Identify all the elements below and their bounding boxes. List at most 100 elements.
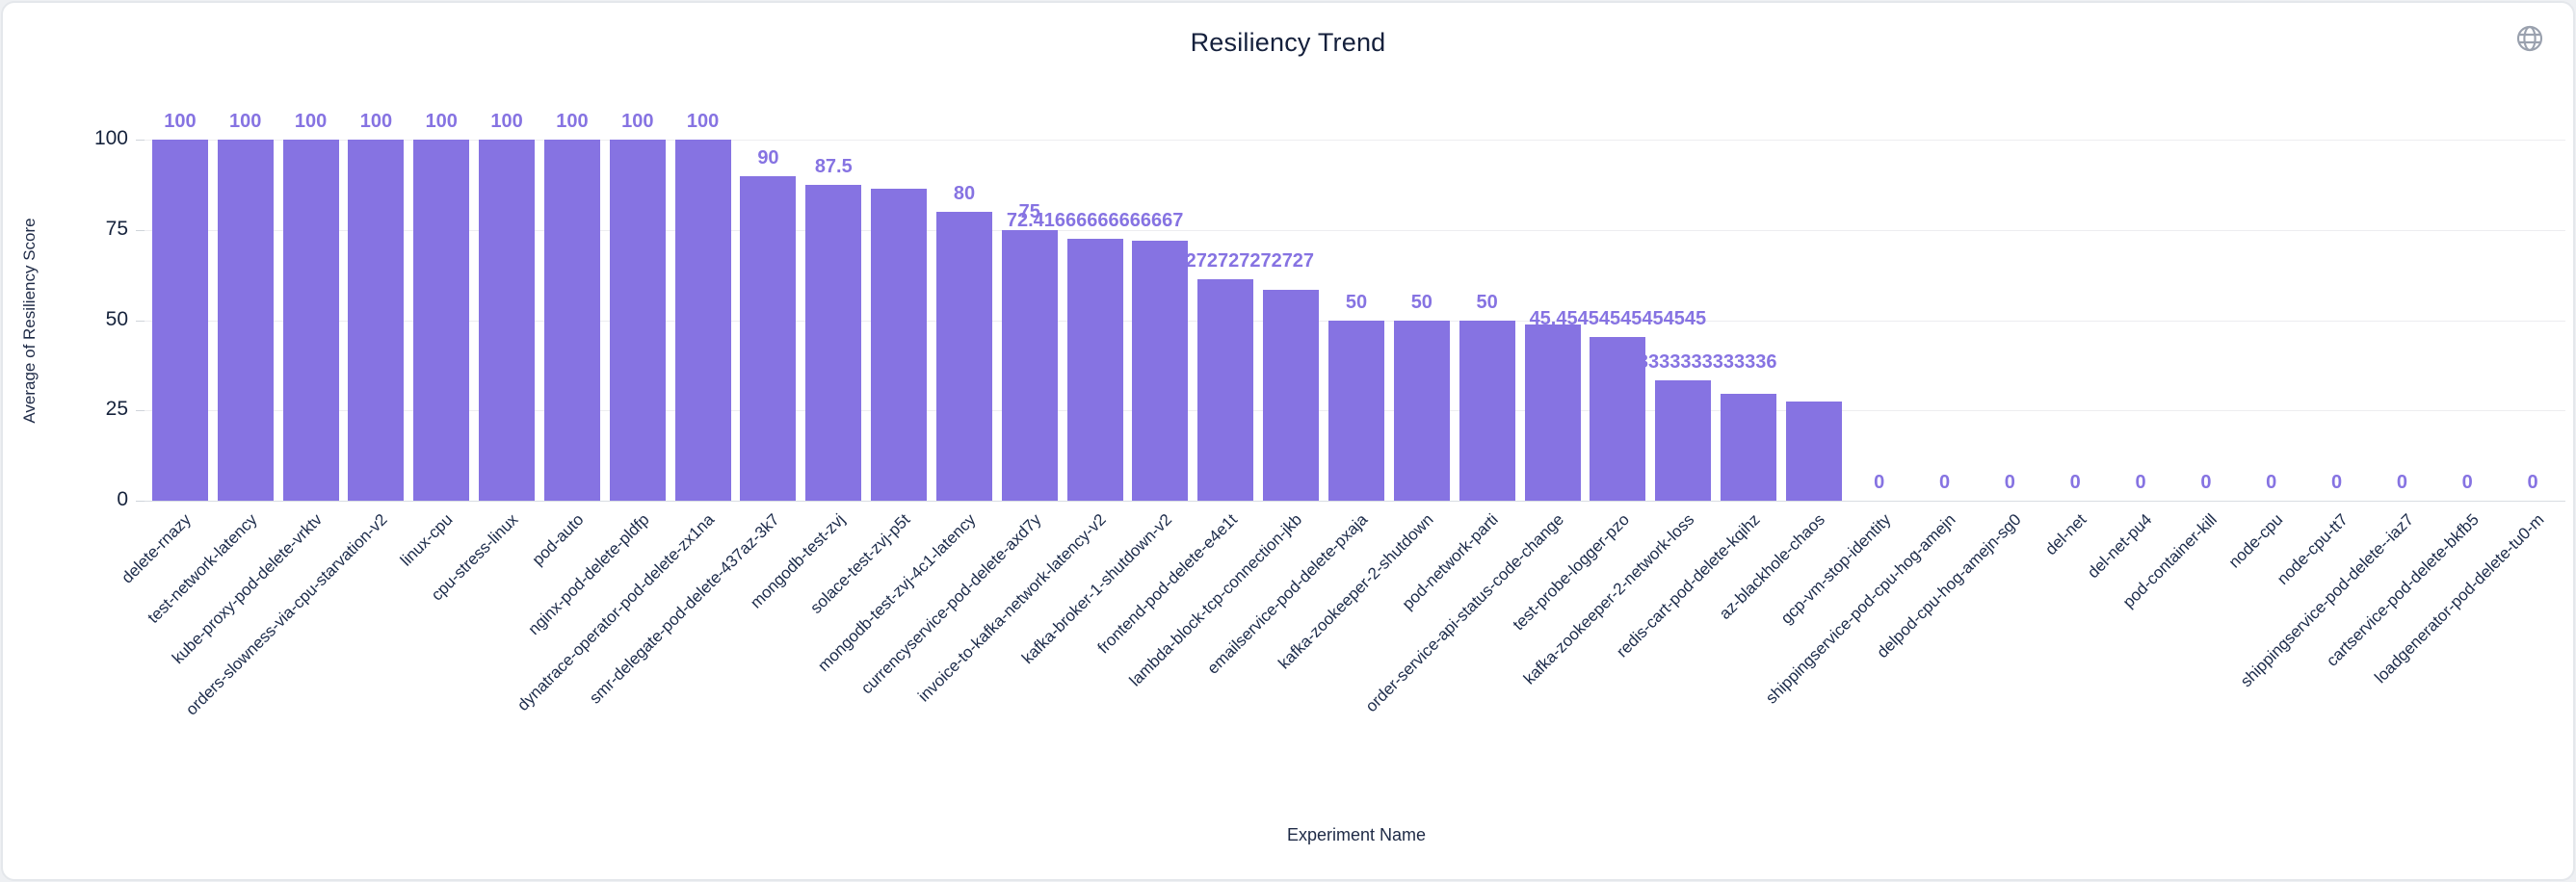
bar-value-label: 87.5	[814, 155, 853, 177]
bar-slot: 100	[670, 111, 736, 501]
bar-slot: 50	[1455, 140, 1520, 501]
bar-slot: 100	[147, 111, 213, 501]
bar-slot: 100	[344, 111, 409, 501]
bar-slot: 45.45454545454545	[1530, 140, 1706, 501]
bar[interactable]	[282, 140, 339, 501]
bar-slot: 0	[1912, 140, 1978, 501]
bar[interactable]	[479, 140, 536, 501]
bar-slot: 0	[2173, 140, 2239, 501]
bar-value-label: 100	[359, 111, 393, 132]
bar-slot: 100	[278, 111, 344, 501]
bar-slot: 0	[2369, 140, 2434, 501]
bar-value-label: 0	[2200, 472, 2212, 493]
bar[interactable]	[1327, 320, 1384, 501]
bar-slot: 50	[1324, 140, 1389, 501]
bar-value-label: 100	[229, 111, 262, 132]
bar-slot: 61.27272727272727	[1138, 140, 1314, 501]
bar[interactable]	[348, 140, 405, 501]
bar[interactable]	[1393, 320, 1450, 501]
bar-value-label: 0	[2396, 472, 2407, 493]
bar-value-label: 100	[490, 111, 523, 132]
bar-slot	[1520, 140, 1586, 501]
bar-value-label: 100	[686, 111, 720, 132]
x-axis-tick-label: pod-auto	[528, 510, 588, 569]
bar[interactable]	[1066, 239, 1123, 501]
bar-slot	[1128, 140, 1194, 501]
gridline	[145, 140, 2565, 141]
bar-slot: 72.41666666666667	[1007, 140, 1183, 501]
bar[interactable]	[1263, 290, 1320, 501]
y-axis-tick	[136, 410, 145, 412]
bar[interactable]	[1459, 320, 1515, 501]
bar[interactable]	[740, 175, 797, 501]
bar[interactable]	[1197, 279, 1254, 501]
bar-slot: 0	[2239, 140, 2304, 501]
bar-slot: 100	[408, 111, 474, 501]
bar-slot	[1258, 140, 1324, 501]
bar[interactable]	[1132, 241, 1189, 501]
bar[interactable]	[935, 212, 992, 501]
bar[interactable]	[871, 188, 928, 501]
bar[interactable]	[543, 140, 600, 501]
y-axis-tick-label: 100	[93, 127, 128, 149]
y-axis-tick	[136, 320, 145, 322]
bar-value-label: 0	[2266, 472, 2277, 493]
bar-value-label: 0	[1874, 472, 1885, 493]
globe-icon[interactable]	[2514, 23, 2545, 54]
y-axis-tick-label: 0	[117, 488, 128, 510]
bar-slot: 100	[605, 111, 670, 501]
y-axis-tick-label: 75	[105, 217, 128, 240]
x-axis-tick-label: linux-cpu	[397, 510, 457, 570]
bar[interactable]	[151, 140, 208, 501]
bar-value-label: 80	[953, 183, 976, 204]
x-axis-tick-label: node-cpu	[2224, 510, 2287, 572]
bar-value-label: 50	[1410, 291, 1433, 313]
bar-slot: 50	[1389, 140, 1455, 501]
bar-value-label: 45.45454545454545	[1529, 307, 1707, 329]
gridline	[145, 501, 2565, 502]
bar-value-label: 50	[1476, 291, 1498, 313]
bar-value-label: 100	[556, 111, 589, 132]
y-axis-tick-label: 50	[105, 307, 128, 330]
bar-slot: 0	[2434, 140, 2500, 501]
bar-value-label: 0	[2004, 472, 2015, 493]
bar-value-label: 100	[425, 111, 458, 132]
y-axis-tick	[136, 501, 145, 502]
plot-area: Average of Resiliency Score Experiment N…	[3, 3, 2573, 879]
bar-slot	[1716, 140, 1781, 501]
x-axis-tick-label: test-probe-logger-pzo	[1509, 510, 1633, 635]
y-axis-tick-label: 25	[105, 398, 128, 421]
bar[interactable]	[674, 140, 731, 501]
bar[interactable]	[217, 140, 274, 501]
x-axis-tick-label: test-network-latency	[144, 510, 261, 628]
bar[interactable]	[413, 140, 470, 501]
bar[interactable]	[1524, 324, 1581, 501]
bar-value-label: 0	[2135, 472, 2146, 493]
bar-slot: 100	[539, 111, 605, 501]
bar-slot: 87.5	[801, 140, 866, 501]
bar-slot: 0	[2304, 140, 2370, 501]
bar-value-label: 100	[294, 111, 328, 132]
y-axis-tick	[136, 140, 145, 141]
bar-slot	[1781, 140, 1847, 501]
bar-value-label: 0	[1938, 472, 1951, 493]
bar-slot: 100	[474, 111, 539, 501]
bar[interactable]	[1721, 394, 1776, 501]
x-axis-tick-label: gcp-vm-stop-identity	[1776, 510, 1895, 628]
bar[interactable]	[1655, 380, 1712, 501]
bar[interactable]	[805, 184, 862, 501]
bar-slot: 0	[2042, 140, 2108, 501]
y-axis-tick	[136, 229, 145, 231]
bar[interactable]	[1001, 229, 1058, 501]
bar[interactable]	[609, 140, 666, 501]
bar[interactable]	[1590, 336, 1646, 501]
x-axis-title: Experiment Name	[1286, 825, 1427, 844]
bar-value-label: 50	[1345, 291, 1368, 313]
bar-value-label: 0	[2527, 472, 2538, 493]
bar[interactable]	[1785, 401, 1842, 501]
gridline	[145, 229, 2565, 231]
bar-value-label: 100	[164, 111, 197, 132]
bar-slot: 80	[932, 140, 997, 501]
bar-slot: 0	[2108, 140, 2173, 501]
